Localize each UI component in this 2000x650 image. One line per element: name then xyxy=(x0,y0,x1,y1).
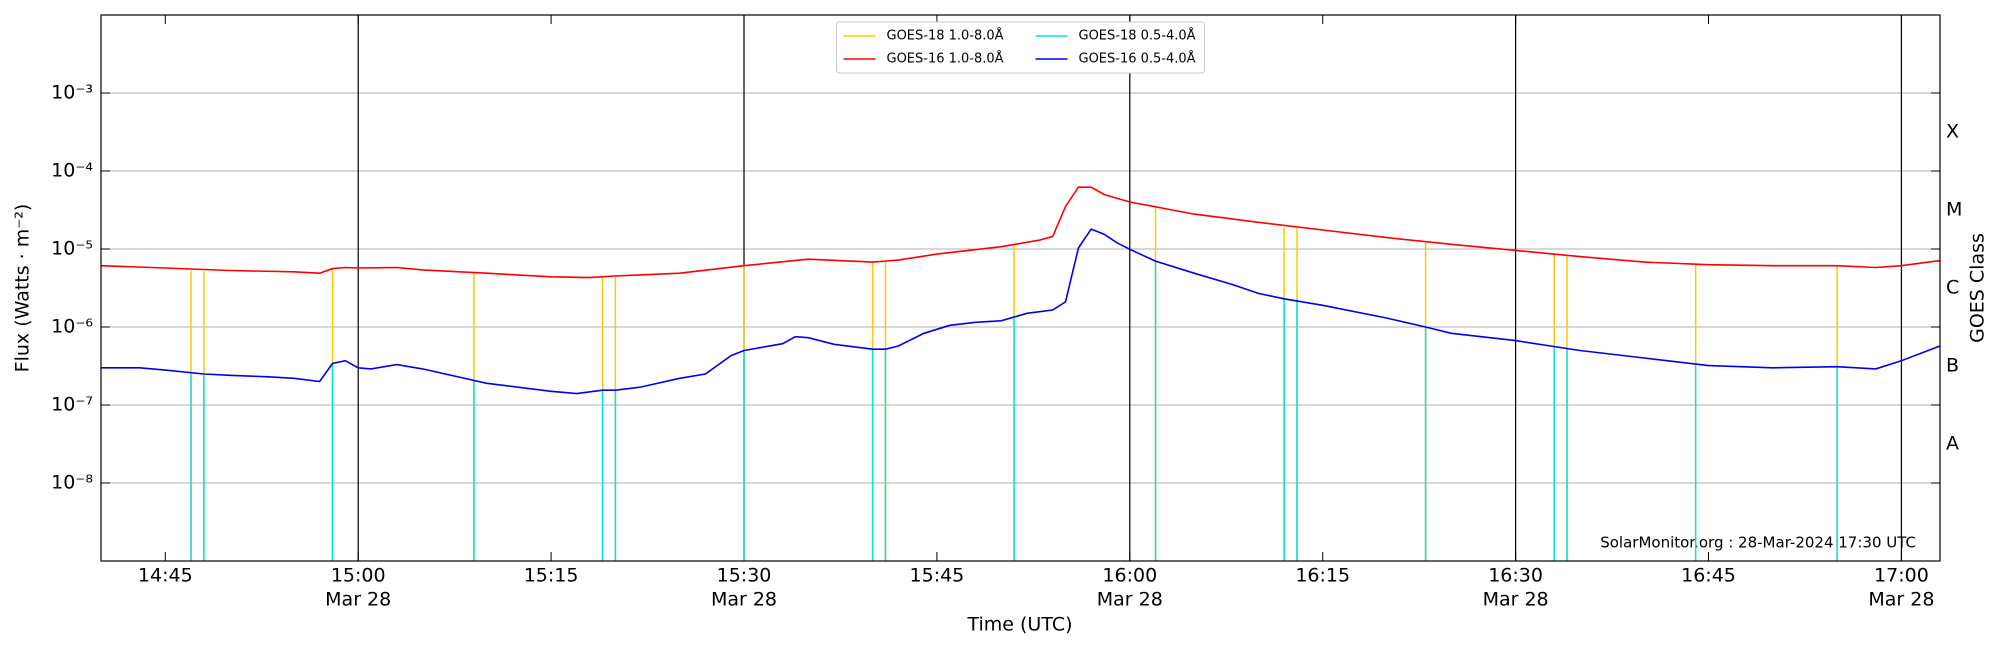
y-tick-label: 10⁻³ xyxy=(51,82,93,104)
x-tick-label: 14:45 xyxy=(138,565,193,587)
series-line xyxy=(100,186,1941,279)
x-tick-label: Mar 28 xyxy=(325,589,391,611)
y-tick-label: 10⁻⁸ xyxy=(51,472,93,494)
x-tick-label: 17:00 xyxy=(1874,565,1929,587)
x-tick-label: 16:45 xyxy=(1681,565,1736,587)
y2-tick-label: M xyxy=(1946,199,1962,221)
y2-tick-label: A xyxy=(1946,433,1959,455)
y-tick-label: 10⁻⁶ xyxy=(51,316,93,338)
x-tick-label: Mar 28 xyxy=(1483,589,1549,611)
x-tick-label: 15:00 xyxy=(331,565,386,587)
y2-tick-label: X xyxy=(1946,121,1959,143)
y-tick-label: 10⁻⁷ xyxy=(51,394,93,416)
y-axis-label: Flux (Watts · m⁻²) xyxy=(12,204,34,373)
x-tick-label: Mar 28 xyxy=(1097,589,1163,611)
annotation: SolarMonitor.org : 28-Mar-2024 17:30 UTC xyxy=(1600,534,1916,552)
legend-label: GOES-16 1.0-8.0Å xyxy=(887,51,1004,67)
legend-label: GOES-18 1.0-8.0Å xyxy=(887,28,1004,44)
y-tick-label: 10⁻⁴ xyxy=(51,160,93,182)
series-line xyxy=(101,228,1941,395)
y2-tick-label: C xyxy=(1946,277,1959,299)
y-tick-label: 10⁻⁵ xyxy=(51,238,93,260)
x-tick-label: 15:30 xyxy=(717,565,772,587)
x-tick-label: 16:00 xyxy=(1102,565,1157,587)
plot-frame xyxy=(100,14,1941,562)
x-tick-label: 15:45 xyxy=(910,565,965,587)
y2-axis-label: GOES Class xyxy=(1967,233,1989,343)
x-axis-label: Time (UTC) xyxy=(966,614,1072,636)
y2-tick-label: B xyxy=(1946,355,1959,377)
x-tick-label: 16:30 xyxy=(1488,565,1543,587)
x-tick-label: 16:15 xyxy=(1295,565,1350,587)
legend-box xyxy=(836,21,1205,74)
legend-label: GOES-16 0.5-4.0Å xyxy=(1079,51,1196,67)
x-tick-label: Mar 28 xyxy=(711,589,777,611)
legend-label: GOES-18 0.5-4.0Å xyxy=(1079,28,1196,44)
x-tick-label: 15:15 xyxy=(524,565,579,587)
x-tick-label: Mar 28 xyxy=(1868,589,1934,611)
